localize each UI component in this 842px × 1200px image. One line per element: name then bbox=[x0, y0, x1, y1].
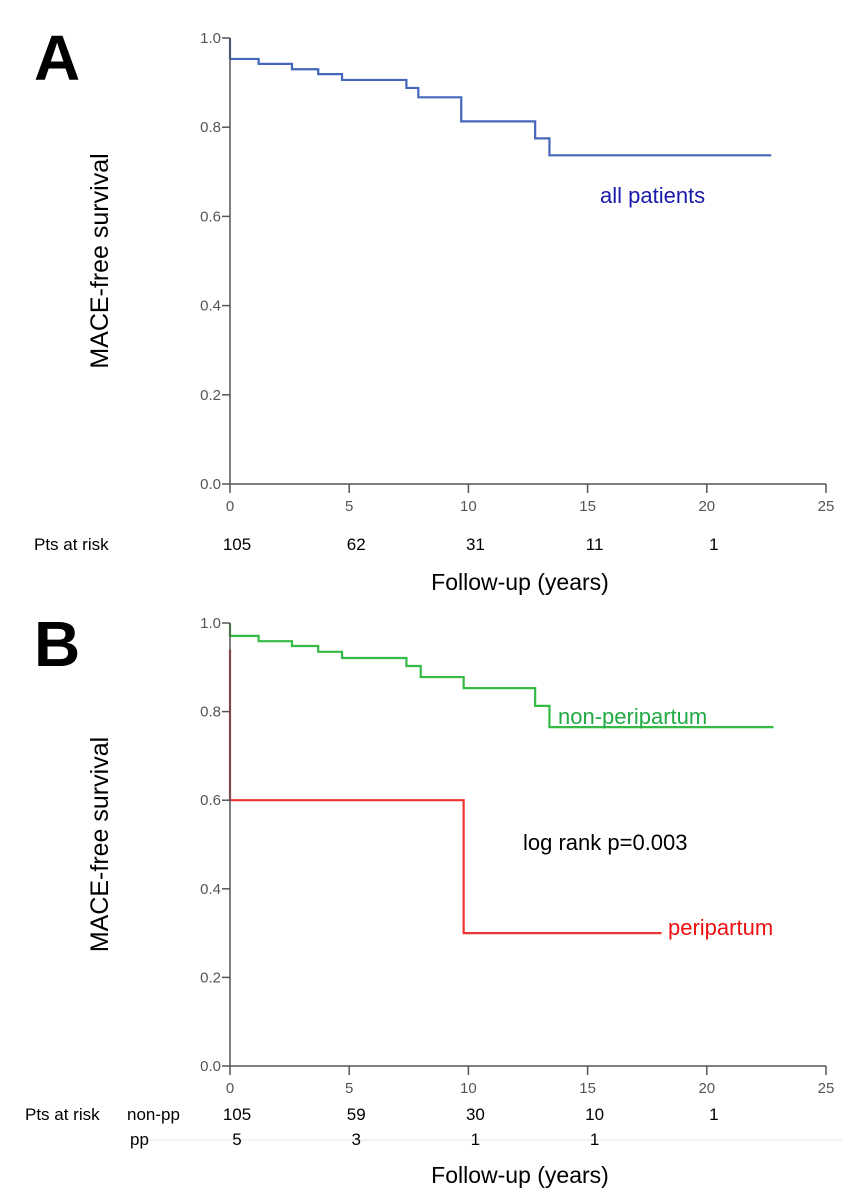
x-tick-label: 15 bbox=[579, 498, 596, 515]
y-tick-label: 1.0 bbox=[200, 615, 221, 632]
risk-table-label: Pts at risk bbox=[34, 535, 109, 554]
risk-count: 10 bbox=[585, 1105, 604, 1124]
x-tick-label: 20 bbox=[698, 498, 715, 515]
y-tick-label: 0.2 bbox=[200, 387, 221, 404]
y-tick-label: 0.4 bbox=[200, 298, 221, 315]
x-tick-label: 10 bbox=[460, 1080, 477, 1097]
x-tick-label: 20 bbox=[698, 1080, 715, 1097]
y-axis-title: MACE-free survival bbox=[86, 153, 114, 368]
x-tick-label: 25 bbox=[818, 1080, 835, 1097]
series-label-all-patients: all patients bbox=[600, 183, 705, 208]
survival-curve-all-patients bbox=[228, 38, 772, 157]
log-rank-annotation: log rank p=0.003 bbox=[523, 830, 688, 855]
y-tick-label: 0.8 bbox=[200, 119, 221, 136]
risk-count: 59 bbox=[347, 1105, 366, 1124]
risk-count: 1 bbox=[709, 535, 718, 554]
x-axis-title: Follow-up (years) bbox=[431, 1162, 609, 1188]
risk-count: 11 bbox=[586, 535, 604, 554]
survival-curve-peripartum bbox=[228, 649, 662, 935]
risk-count: 1 bbox=[590, 1130, 599, 1149]
y-tick-label: 0.2 bbox=[200, 969, 221, 986]
x-axis-title: Follow-up (years) bbox=[431, 569, 609, 595]
risk-table-label: Pts at risk bbox=[25, 1105, 100, 1124]
y-tick-label: 0.4 bbox=[200, 881, 221, 898]
panel-letter: A bbox=[34, 22, 80, 94]
risk-count: 31 bbox=[466, 535, 485, 554]
x-tick-label: 5 bbox=[345, 498, 353, 515]
series-label-non-peripartum: non-peripartum bbox=[558, 704, 707, 729]
panel-letter: B bbox=[34, 608, 80, 680]
y-tick-label: 0.6 bbox=[200, 208, 221, 225]
risk-count: 105 bbox=[223, 535, 251, 554]
x-tick-label: 10 bbox=[460, 498, 477, 515]
risk-count: 30 bbox=[466, 1105, 485, 1124]
x-tick-label: 0 bbox=[226, 1080, 234, 1097]
risk-count: 62 bbox=[347, 535, 366, 554]
risk-group-label: pp bbox=[130, 1130, 149, 1149]
survival-curve-non-peripartum bbox=[228, 623, 774, 729]
risk-count: 3 bbox=[351, 1130, 360, 1149]
x-tick-label: 15 bbox=[579, 1080, 596, 1097]
x-tick-label: 0 bbox=[226, 498, 234, 515]
risk-group-label: non-pp bbox=[127, 1105, 180, 1124]
x-tick-label: 25 bbox=[818, 498, 835, 515]
y-tick-label: 1.0 bbox=[200, 30, 221, 47]
y-tick-label: 0.6 bbox=[200, 792, 221, 809]
y-axis-title: MACE-free survival bbox=[86, 737, 114, 952]
panel-b: B MACE-free survival non-peripartum peripar… bbox=[25, 608, 842, 1188]
y-tick-label: 0.8 bbox=[200, 704, 221, 721]
x-tick-label: 5 bbox=[345, 1080, 353, 1097]
y-tick-label: 0.0 bbox=[200, 476, 221, 493]
risk-count: 5 bbox=[232, 1130, 241, 1149]
risk-count: 105 bbox=[223, 1105, 251, 1124]
panel-a: A MACE-free survival all patients 0.0 0.2 0.4… bbox=[34, 22, 834, 595]
y-tick-label: 0.0 bbox=[200, 1058, 221, 1075]
series-label-peripartum: peripartum bbox=[668, 915, 773, 940]
risk-count: 1 bbox=[471, 1130, 480, 1149]
risk-count: 1 bbox=[709, 1105, 718, 1124]
